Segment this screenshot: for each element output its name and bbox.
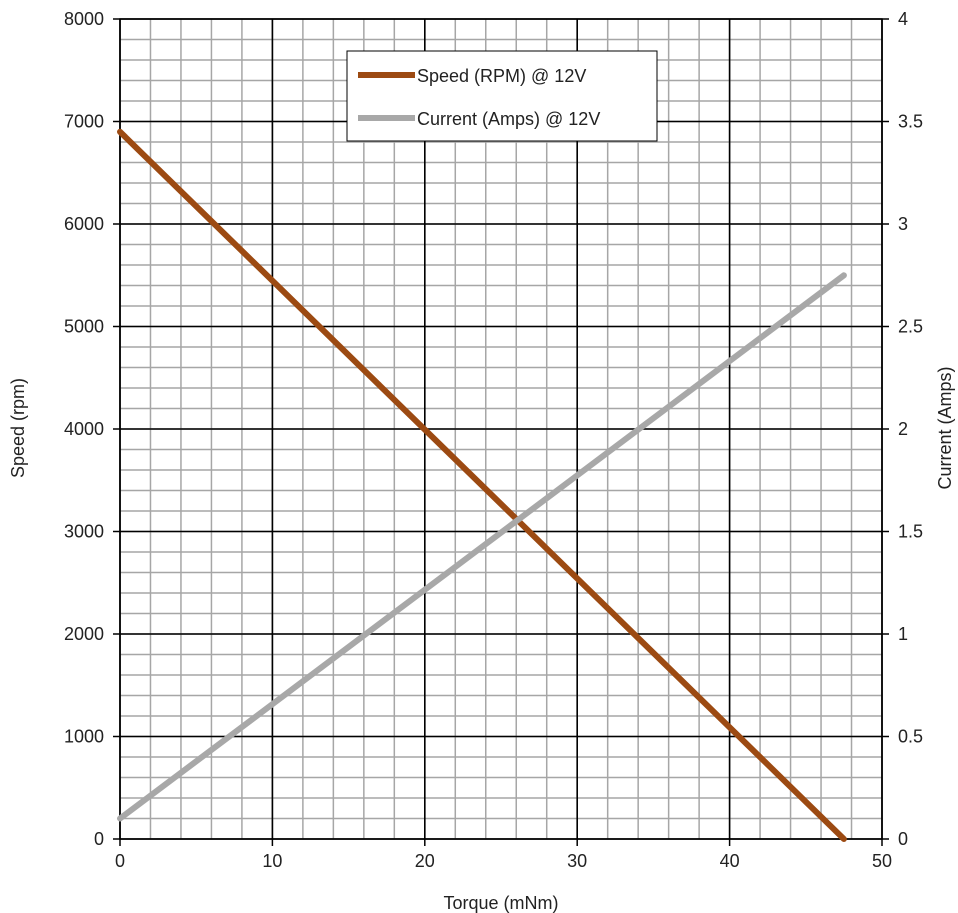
- x-tick-labels: 0 10 20 30 40 50: [115, 851, 892, 871]
- y-left-tick-labels: 0 1000 2000 3000 4000 5000 6000 7000 8000: [64, 9, 104, 849]
- x-tick-label: 50: [872, 851, 892, 871]
- legend-label-current: Current (Amps) @ 12V: [417, 109, 600, 129]
- series-lines: [117, 128, 847, 842]
- y2-tick-label: 3.5: [898, 112, 923, 132]
- legend-label-speed: Speed (RPM) @ 12V: [417, 66, 586, 86]
- x-tick-label: 40: [720, 851, 740, 871]
- x-tick-label: 20: [415, 851, 435, 871]
- x-tick-label: 10: [262, 851, 282, 871]
- y2-tick-label: 0: [898, 829, 908, 849]
- y-tick-label: 8000: [64, 9, 104, 29]
- x-tick-label: 30: [567, 851, 587, 871]
- y2-tick-label: 0.5: [898, 727, 923, 747]
- y-tick-label: 4000: [64, 419, 104, 439]
- y2-tick-label: 1: [898, 624, 908, 644]
- y2-tick-label: 2.5: [898, 317, 923, 337]
- speed-series-line: [117, 128, 847, 842]
- y-tick-label: 7000: [64, 112, 104, 132]
- y-tick-label: 3000: [64, 522, 104, 542]
- current-series-line: [117, 272, 847, 822]
- y-axis-title: Speed (rpm): [8, 378, 28, 478]
- y-tick-label: 6000: [64, 214, 104, 234]
- y-tick-label: 5000: [64, 317, 104, 337]
- y2-tick-label: 2: [898, 419, 908, 439]
- y-tick-label: 2000: [64, 624, 104, 644]
- y2-tick-label: 4: [898, 9, 908, 29]
- y-tick-label: 0: [94, 829, 104, 849]
- y2-tick-label: 1.5: [898, 522, 923, 542]
- x-axis-title: Torque (mNm): [443, 893, 558, 913]
- tick-marks: [113, 18, 889, 846]
- legend-box: [346, 50, 658, 142]
- y-tick-label: 1000: [64, 727, 104, 747]
- legend: Speed (RPM) @ 12V Current (Amps) @ 12V: [346, 50, 658, 142]
- y2-axis-title: Current (Amps): [935, 366, 955, 489]
- y2-tick-label: 3: [898, 214, 908, 234]
- x-tick-label: 0: [115, 851, 125, 871]
- y-right-tick-labels: 0 0.5 1 1.5 2 2.5 3 3.5 4: [898, 9, 923, 849]
